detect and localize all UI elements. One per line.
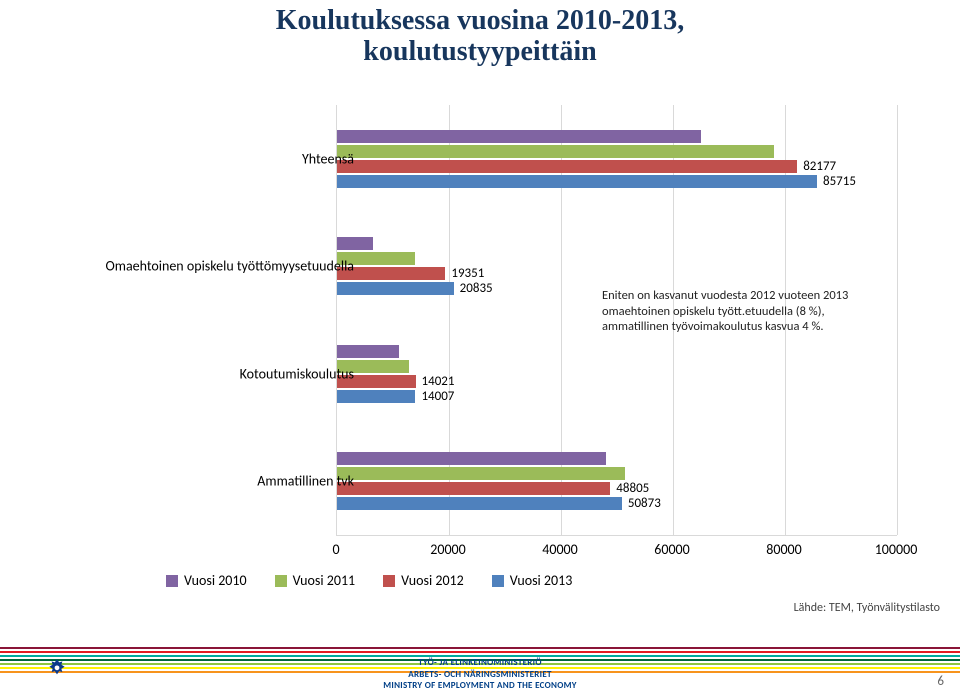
legend-swatch: [492, 575, 504, 587]
bar-v2012: [337, 482, 610, 495]
bar-value-label: 14007: [421, 389, 454, 404]
footer-line2: ARBETS- OCH NÄRINGSMINISTERIET: [408, 669, 552, 680]
source-text: Lähde: TEM, Työnvälitystilasto: [794, 601, 940, 615]
bar-v2010: [337, 130, 701, 143]
chart: 8217785715 1935120835 1402114007 4880550873…: [36, 105, 924, 605]
bar-value-label: 50873: [628, 496, 661, 511]
category-label: Ammatillinen tvk: [64, 473, 354, 490]
bar-v2010: [337, 237, 373, 250]
bar-value-label: 19351: [451, 266, 484, 281]
legend-item: Vuosi 2013: [492, 572, 573, 589]
legend: Vuosi 2010 Vuosi 2011 Vuosi 2012 Vuosi 2013: [166, 572, 600, 591]
page-number: 6: [937, 674, 944, 689]
bar-v2013: [337, 282, 454, 295]
bar-value-label: 48805: [616, 481, 649, 496]
legend-item: Vuosi 2011: [275, 572, 356, 589]
x-tick-label: 40000: [542, 541, 577, 558]
bar-value-label: 82177: [803, 159, 836, 174]
legend-swatch: [383, 575, 395, 587]
slide-title: Koulutuksessa vuosina 2010-2013, koulutu…: [0, 6, 960, 68]
legend-label: Vuosi 2010: [184, 572, 247, 589]
bar-v2010: [337, 452, 606, 465]
legend-item: Vuosi 2012: [383, 572, 464, 589]
x-tick-label: 100000: [875, 541, 918, 558]
gridline: [897, 105, 898, 535]
bar-v2011: [337, 467, 625, 480]
bar-v2013: [337, 390, 415, 403]
legend-label: Vuosi 2012: [401, 572, 464, 589]
legend-label: Vuosi 2011: [293, 572, 356, 589]
category-label: Kotoutumiskoulutus: [64, 365, 354, 382]
bar-v2012: [337, 160, 797, 173]
bar-v2011: [337, 145, 774, 158]
legend-swatch: [166, 575, 178, 587]
x-tick-label: 60000: [654, 541, 689, 558]
stripe: [0, 651, 960, 653]
bar-v2010: [337, 345, 399, 358]
bar-v2013: [337, 175, 817, 188]
title-line2: koulutustyypeittäin: [363, 36, 596, 67]
slide: Koulutuksessa vuosina 2010-2013, koulutu…: [0, 0, 960, 695]
bar-v2013: [337, 497, 622, 510]
x-tick-label: 20000: [430, 541, 465, 558]
x-tick-label: 80000: [766, 541, 801, 558]
legend-item: Vuosi 2010: [166, 572, 247, 589]
bar-value-label: 85715: [823, 174, 856, 189]
legend-label: Vuosi 2013: [510, 572, 573, 589]
title-line1: Koulutuksessa vuosina 2010-2013,: [276, 5, 684, 36]
footer-line1: TYÖ- JA ELINKEINOMINISTERIÖ: [418, 657, 541, 668]
bar-value-label: 20835: [460, 281, 493, 296]
category-label: Omaehtoinen opiskelu työttömyysetuudella: [64, 258, 354, 275]
ministry-footer: TYÖ- JA ELINKEINOMINISTERIÖ ARBETS- OCH …: [0, 657, 960, 691]
category-label: Yhteensä: [64, 150, 354, 167]
stripe: [0, 647, 960, 649]
footer-line3: MINISTRY OF EMPLOYMENT AND THE ECONOMY: [383, 680, 577, 691]
bar-value-label: 14021: [422, 374, 455, 389]
legend-swatch: [275, 575, 287, 587]
x-tick-label: 0: [332, 541, 339, 558]
chart-annotation: Eniten on kasvanut vuodesta 2012 vuoteen…: [602, 288, 852, 335]
